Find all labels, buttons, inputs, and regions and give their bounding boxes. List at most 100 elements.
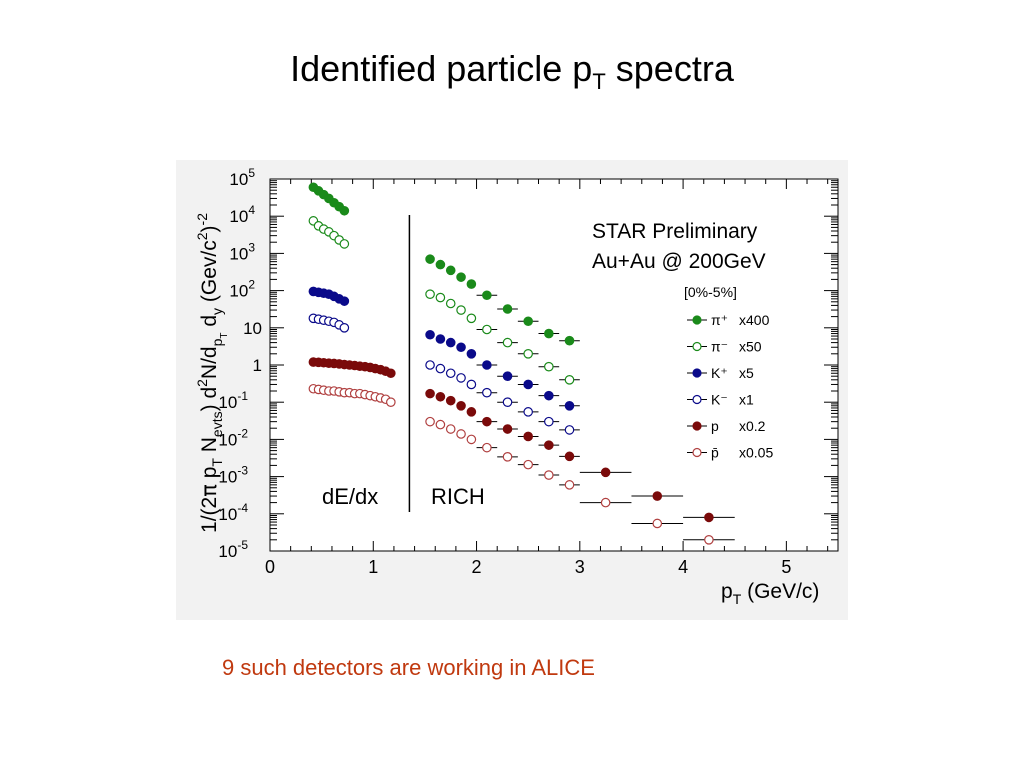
data-point (523, 316, 533, 327)
data-point (502, 304, 513, 314)
data-point (466, 349, 477, 359)
data-point (564, 480, 575, 490)
data-point (456, 342, 466, 353)
data-point (600, 467, 611, 478)
data-point (523, 349, 533, 359)
data-point (523, 379, 533, 390)
region-right-label: RICH (431, 484, 485, 509)
data-point (482, 290, 492, 301)
data-point (435, 391, 446, 402)
centrality-label: [0%-5%] (684, 284, 737, 300)
data-point (564, 401, 575, 411)
data-point (339, 323, 350, 333)
data-point (564, 375, 575, 385)
x-tick-label: 1 (368, 557, 378, 577)
data-point (544, 328, 554, 339)
spectra-chart: 0 1 2 3 4 510510410310210110-110-210-310-410-… (176, 160, 848, 620)
region-left-label: dE/dx (322, 484, 378, 509)
data-point (544, 361, 554, 372)
legend-marker (692, 421, 702, 431)
data-point (445, 368, 456, 379)
legend: π⁺ x400 π⁻ x50 K⁺ x5 K⁻ x1 p x0.2 p̄ x0.05 (687, 312, 773, 461)
data-point (456, 373, 466, 383)
data-point (502, 424, 513, 434)
data-point (466, 279, 477, 289)
y-tick-label: 10-3 (218, 464, 248, 487)
legend-scale: x0.05 (739, 445, 773, 461)
annotation-line2: Au+Au @ 200GeV (592, 250, 766, 273)
data-point (523, 431, 533, 442)
data-point (523, 407, 533, 417)
y-tick-label: 105 (229, 166, 255, 189)
x-axis-label: pT (GeV/c) (721, 580, 819, 607)
title-main: Identified particle p (290, 48, 593, 89)
legend-marker (692, 368, 702, 378)
legend-name: π⁻ (711, 339, 728, 355)
data-point (445, 395, 456, 406)
data-point (339, 205, 350, 216)
data-point (466, 313, 477, 324)
legend-scale: x400 (739, 312, 770, 328)
annotation-line1: STAR Preliminary (592, 220, 758, 243)
data-point (652, 491, 663, 501)
x-tick-label: 4 (678, 557, 688, 577)
data-point (544, 390, 554, 401)
x-tick-label: 5 (781, 557, 791, 577)
data-point (445, 337, 456, 348)
y-tick-label: 10-1 (218, 389, 248, 412)
data-point (482, 360, 492, 370)
y-tick-label: 10-4 (218, 501, 248, 524)
data-point (386, 368, 396, 379)
legend-name: K⁺ (711, 365, 728, 381)
y-tick-label: 10 (243, 319, 262, 338)
data-point (435, 363, 446, 374)
y-tick-label: 103 (229, 240, 255, 263)
data-point (456, 429, 466, 439)
data-point (456, 272, 466, 282)
title-rest: spectra (605, 48, 734, 89)
data-point (445, 424, 456, 434)
data-point (466, 407, 477, 417)
data-point (435, 334, 446, 344)
data-point (386, 397, 396, 407)
legend-marker (692, 394, 702, 405)
data-point (564, 425, 575, 435)
legend-scale: x0.2 (739, 418, 766, 434)
data-point (564, 451, 575, 462)
legend-name: p (711, 418, 719, 434)
data-point (502, 371, 513, 381)
data-point (482, 416, 492, 427)
data-point (456, 305, 466, 315)
data-point (425, 388, 435, 399)
data-point (435, 292, 446, 303)
data-point (445, 298, 456, 309)
x-tick-label: 2 (472, 557, 482, 577)
legend-scale: x1 (739, 392, 754, 408)
data-point (425, 329, 435, 340)
legend-marker (692, 447, 702, 458)
data-point (339, 296, 350, 306)
data-point (544, 470, 554, 480)
data-point (425, 289, 435, 300)
slide-title: Identified particle pT spectra (0, 48, 1024, 95)
legend-scale: x5 (739, 365, 754, 381)
legend-name: π⁺ (711, 312, 728, 328)
x-tick-label: 0 (265, 557, 275, 577)
data-point (435, 259, 446, 270)
data-point (466, 434, 477, 445)
data-point (652, 518, 663, 529)
y-tick-label: 104 (229, 203, 255, 226)
legend-marker (692, 341, 702, 352)
data-point (502, 337, 513, 348)
y-tick-label: 102 (229, 278, 255, 301)
legend-scale: x50 (739, 339, 762, 355)
data-point (466, 379, 477, 390)
y-tick-label: 10-2 (218, 426, 248, 449)
data-point (564, 335, 575, 346)
data-point (600, 497, 611, 508)
data-point (502, 452, 513, 462)
data-point (523, 459, 533, 470)
data-point (445, 265, 456, 276)
data-point (502, 397, 513, 407)
data-point (544, 416, 554, 427)
